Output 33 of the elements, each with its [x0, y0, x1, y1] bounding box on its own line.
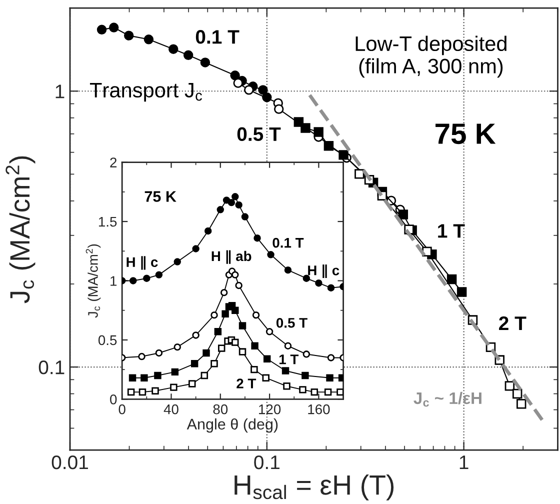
x-tick-label: 1: [460, 456, 468, 470]
x-tick-label: 160: [308, 404, 330, 414]
annotation: 0.1 T: [196, 30, 240, 44]
y-tick-label: 1: [110, 276, 117, 286]
y-tick-label: 0.5: [98, 335, 117, 346]
y-tick-label: 0: [110, 394, 117, 404]
y-axis-title: J$_{c}$ (MA/cm$^{2}$): [6, 156, 36, 304]
annotation: H ∥ c: [308, 264, 340, 278]
y-axis-title: J$_{c}$ (MA/cm$^{2}$): [86, 244, 101, 318]
annotation: Transport J$_{c}$: [90, 83, 202, 102]
x-tick-label: 120: [259, 404, 281, 414]
x-axis-title: H$_{scal}$ = εH (T): [234, 474, 394, 500]
x-tick-label: 40: [164, 404, 178, 414]
annotation: 1 T: [438, 224, 465, 238]
annotation: 75 K: [436, 124, 496, 144]
annotation: 1 T: [279, 354, 299, 364]
annotation: 0.5 T: [276, 318, 308, 328]
annotation: H ∥ ab: [212, 250, 252, 264]
annotation: 2 T: [499, 316, 526, 330]
x-tick-label: 0.01: [52, 455, 88, 470]
y-tick-label: 1.5: [98, 216, 117, 227]
x-tick-label: 0.1: [254, 455, 280, 470]
annotation: 75 K: [144, 191, 176, 202]
x-tick-label: 0: [118, 404, 126, 414]
annotation: Low-T deposited (film A, 300 nm): [356, 36, 506, 78]
annotation: 2 T: [236, 378, 256, 388]
x-tick-label: 80: [213, 404, 228, 414]
annotation: 0.5 T: [237, 127, 281, 142]
annotation: H ∥ c: [126, 256, 158, 270]
y-tick-label: 2: [110, 158, 117, 168]
annotation: J$_{c}$ ~ 1/εH: [414, 392, 482, 407]
x-axis-title: Angle θ (deg): [186, 418, 278, 433]
annotation: 0.1 T: [272, 238, 304, 248]
